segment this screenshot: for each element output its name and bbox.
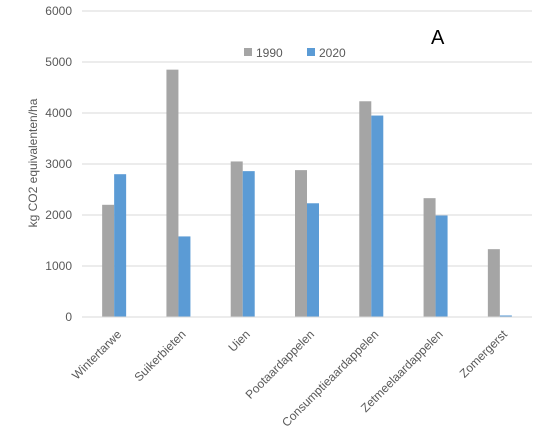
x-axis-ticks: Wintertarwe Suikerbieten UienPootaardappel… [69,327,510,430]
bar-uien-2020 [242,171,255,317]
y-tick-label-3000: 3000 [45,157,72,171]
x-tick-label-pootaardappelen: Pootaardappelen [243,327,318,402]
gridlines [82,10,532,267]
x-tick-label-uien: Uien [225,327,252,354]
bar-pootaardappelen-1990 [295,170,307,317]
bar-consumptieaardappelen-2020 [371,115,384,317]
y-axis-label: kg CO2 equivalenten/ha [26,98,40,227]
bar-zomergerst-2020 [499,315,512,317]
legend-swatch-1990 [244,48,252,56]
bar-uien-1990 [230,161,243,317]
bar-zetmeelaardappelen-2020 [435,215,448,317]
legend-swatch-2020 [307,48,315,56]
legend-label-2020: 2020 [319,46,346,60]
bar-suikerbieten-1990 [166,69,179,318]
bar-suikerbieten-2020 [178,236,191,317]
x-tick-label-wintertarwe: Wintertarwe [69,327,124,382]
y-tick-label-5000: 5000 [45,55,72,69]
y-tick-label-1000: 1000 [45,259,72,273]
bar-wintertarwe-1990 [102,204,115,317]
y-tick-label-0: 0 [65,310,72,324]
bar-zomergerst-1990 [487,249,500,317]
bar-wintertarwe-2020 [114,174,127,317]
legend: 1990 2020 [244,46,346,60]
bars [102,69,512,318]
x-tick-label-suikerbieten: Suikerbieten [131,327,188,384]
bar-pootaardappelen-2020 [307,203,319,317]
legend-label-1990: 1990 [256,46,283,60]
panel-label: A [431,27,445,49]
y-tick-label-6000: 6000 [45,4,72,18]
x-tick-label-zomergerst: Zomergerst [457,327,511,381]
bar-zetmeelaardappelen-1990 [423,198,436,317]
y-tick-label-2000: 2000 [45,208,72,222]
bar-consumptieaardappelen-1990 [359,101,372,318]
y-axis-ticks: 0 1000 2000 3000 4000 5000 6000 [45,4,72,324]
y-tick-label-4000: 4000 [45,106,72,120]
